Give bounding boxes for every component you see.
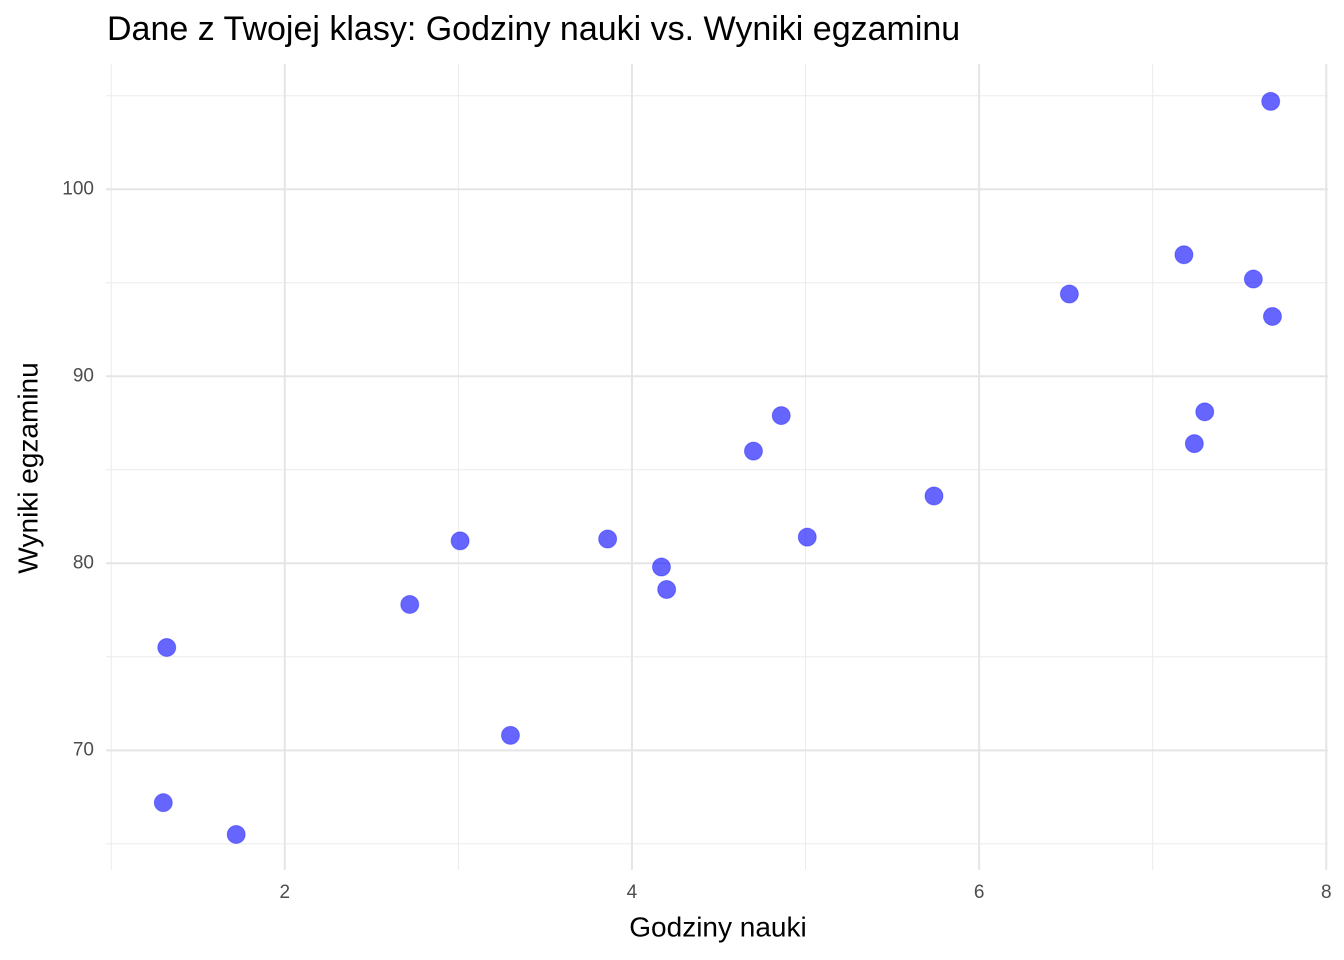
point	[1262, 306, 1282, 326]
point	[1059, 284, 1079, 304]
x-tick-label: 4	[627, 882, 638, 903]
point	[657, 579, 677, 599]
point	[500, 725, 520, 745]
y-tick-label: 70	[73, 739, 94, 760]
x-tick-label: 2	[279, 882, 290, 903]
point	[226, 824, 246, 844]
y-tick-label: 100	[62, 178, 94, 199]
x-tick-label: 6	[974, 882, 985, 903]
point	[598, 529, 618, 549]
point	[771, 406, 791, 426]
point	[450, 531, 470, 551]
point	[153, 793, 173, 813]
point	[157, 637, 177, 657]
point	[651, 557, 671, 577]
point	[924, 486, 944, 506]
point	[1174, 245, 1194, 265]
point	[797, 527, 817, 547]
point	[400, 594, 420, 614]
y-tick-label: 80	[73, 552, 94, 573]
point	[1243, 269, 1263, 289]
point	[1195, 402, 1215, 422]
point	[743, 441, 763, 461]
point	[1184, 434, 1204, 454]
x-tick-label: 8	[1321, 882, 1332, 903]
point	[1261, 91, 1281, 111]
y-axis-title: Wyniki egzaminu	[12, 362, 43, 573]
x-axis-title: Godziny nauki	[629, 911, 806, 942]
y-tick-label: 90	[73, 365, 94, 386]
chart-title: Dane z Twojej klasy: Godziny nauki vs. W…	[107, 10, 960, 48]
